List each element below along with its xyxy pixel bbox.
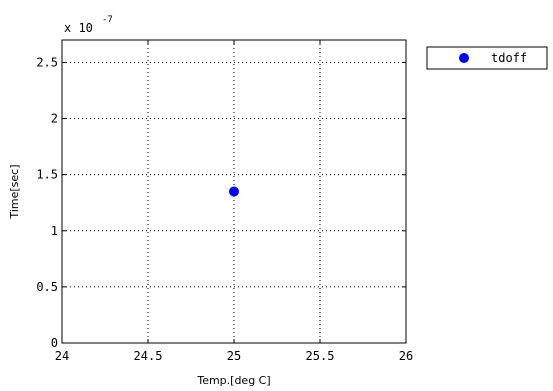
- y-tick-label: 2.5: [36, 55, 58, 69]
- y-tick-label: 0.5: [36, 280, 58, 294]
- y-tick-label: 2: [51, 112, 58, 126]
- x-tick-label: 24.5: [134, 349, 163, 363]
- y-exponent-power: -7: [102, 15, 113, 25]
- y-axis-label: Time[sec]: [8, 164, 21, 219]
- grid-lines: [62, 40, 406, 343]
- y-tick-label: 1: [51, 224, 58, 238]
- y-tick-labels: 0 0.5 1 1.5 2 2.5: [36, 55, 58, 350]
- legend: tdoff: [426, 46, 548, 70]
- x-tick-label: 25: [227, 349, 241, 363]
- x-tick-label: 25.5: [306, 349, 335, 363]
- data-points: [229, 186, 239, 197]
- legend-box: [426, 46, 548, 70]
- x-tick-label: 26: [399, 349, 413, 363]
- x-tick-label: 24: [55, 349, 69, 363]
- y-exponent-label: x 10: [64, 21, 93, 35]
- y-tick-label: 0: [51, 336, 58, 350]
- data-point-tdoff: [229, 186, 239, 197]
- axis-ticks: [61, 40, 407, 344]
- y-tick-label: 1.5: [36, 168, 58, 182]
- legend-marker-tdoff: [459, 53, 469, 63]
- x-tick-labels: 24 24.5 25 25.5 26: [55, 349, 413, 363]
- legend-label-tdoff: tdoff: [491, 51, 527, 65]
- x-axis-label: Temp.[deg C]: [196, 374, 270, 387]
